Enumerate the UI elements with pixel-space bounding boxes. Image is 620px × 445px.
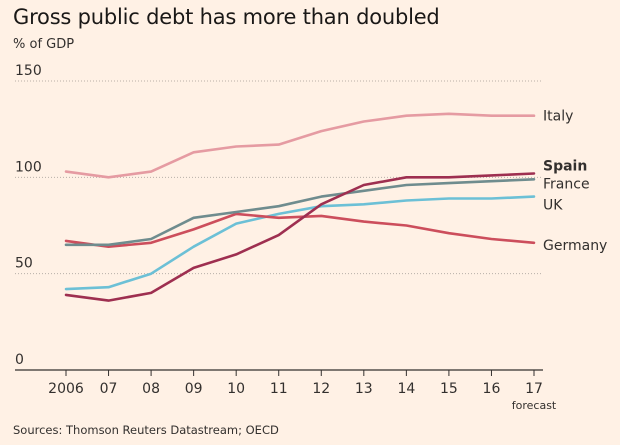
forecast-note: forecast [512, 399, 557, 412]
series-label-spain: Spain [543, 158, 587, 174]
axis-layer: 0 50 100 150 2006 07 08 09 10 11 12 13 14 15 16 17 forec… [15, 63, 557, 412]
series-label-italy: Italy [543, 109, 573, 125]
x-tick-label-2008: 08 [142, 381, 160, 397]
source-note: Sources: Thomson Reuters Datastream; OEC… [13, 423, 279, 437]
x-tick-label-2006: 2006 [48, 381, 84, 397]
x-tick-label-2013: 13 [355, 381, 373, 397]
series-line-france [64, 178, 536, 247]
x-tick-label-2014: 14 [397, 381, 415, 397]
chart-title: Gross public debt has more than doubled [13, 5, 440, 29]
series-line-uk [64, 195, 536, 291]
series-label-france: France [543, 176, 590, 192]
label-layer: Italy UK Germany France Spain [543, 109, 607, 254]
x-tick-label-2015: 15 [440, 381, 458, 397]
x-tick-label-2009: 09 [185, 381, 203, 397]
x-tick-label-2011: 11 [270, 381, 288, 397]
x-tick-label-2016: 16 [483, 381, 501, 397]
x-tick-label-2007: 07 [100, 381, 118, 397]
x-tick-label-2010: 10 [227, 381, 245, 397]
y-axis-unit-label: % of GDP [13, 37, 75, 52]
y-tick-label-150: 150 [15, 63, 42, 79]
series-line-spain [64, 172, 536, 302]
y-tick-label-50: 50 [15, 256, 33, 272]
series-line-germany [64, 212, 536, 248]
series-label-uk: UK [543, 198, 563, 214]
x-tick-label-2017: 17 [525, 381, 543, 397]
line-layer [64, 112, 536, 302]
y-tick-label-0: 0 [15, 352, 24, 368]
series-line-italy [64, 112, 536, 179]
x-tick-label-2012: 12 [312, 381, 330, 397]
series-label-germany: Germany [543, 238, 607, 254]
y-tick-label-100: 100 [15, 159, 42, 175]
